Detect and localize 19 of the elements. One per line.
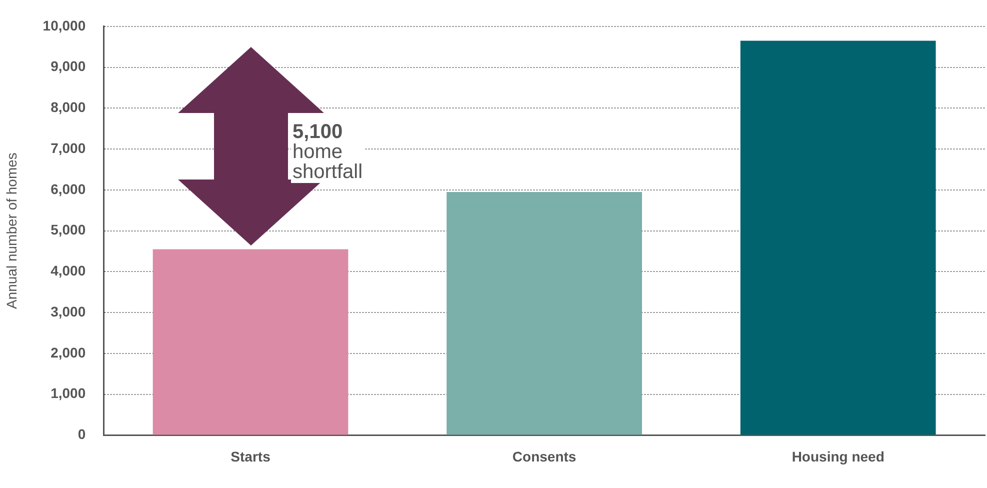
- y-tick-label: 9,000: [50, 58, 86, 74]
- y-tick-label: 3,000: [50, 303, 86, 320]
- y-axis-title: Annual number of homes: [3, 152, 20, 310]
- bar: [152, 249, 348, 435]
- y-tick-label: 10,000: [42, 17, 86, 34]
- y-tick-label: 4,000: [50, 262, 86, 279]
- x-tick-label: Consents: [512, 448, 576, 464]
- y-tick-label: 8,000: [50, 99, 86, 116]
- y-tick-label: 7,000: [50, 140, 86, 156]
- y-tick-label: 0: [78, 426, 86, 442]
- x-tick-label: Starts: [230, 448, 271, 464]
- y-tick-label: 1,000: [50, 385, 86, 402]
- y-tick-label: 6,000: [50, 180, 86, 197]
- y-tick-label: 5,000: [50, 222, 86, 238]
- annotation: 5,100 home shortfall: [292, 120, 363, 183]
- y-tick-label: 2,000: [50, 344, 86, 360]
- bar: [446, 192, 642, 435]
- bar: [740, 40, 936, 435]
- x-tick-label: Housing need: [792, 448, 884, 464]
